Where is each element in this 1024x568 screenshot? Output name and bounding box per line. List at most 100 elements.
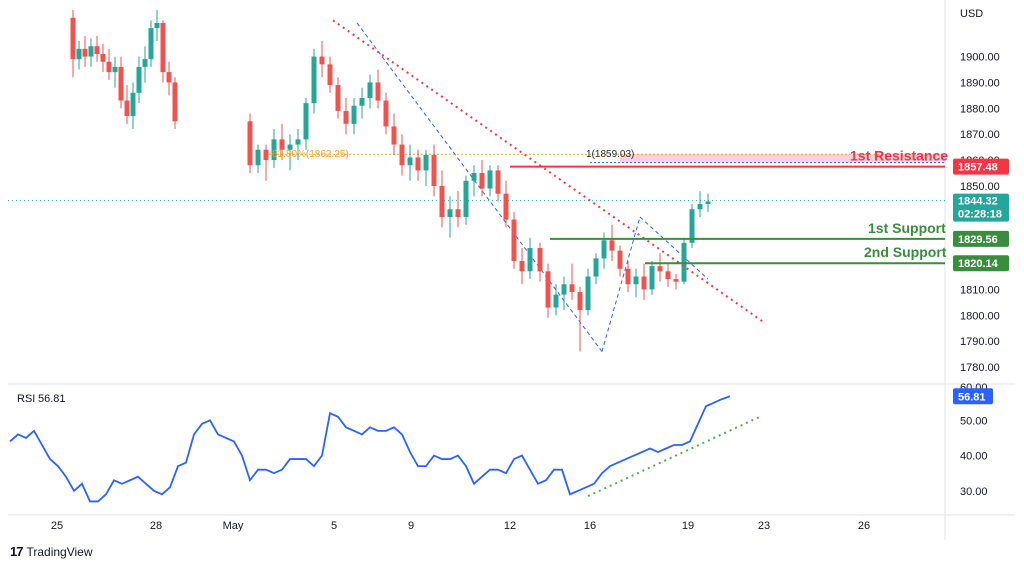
time-tick-label: 25 [51, 520, 63, 532]
fib-label-left: 61.80%(1862.25) [272, 149, 349, 160]
candle-body [118, 66, 124, 101]
candle-body [569, 284, 575, 293]
candle-body [689, 209, 695, 243]
rsi-badge [953, 388, 993, 405]
candle-body [439, 185, 445, 217]
price-tick-label: 1880.00 [960, 103, 1000, 115]
rsi-pane[interactable]: RSI 56.81 [9, 393, 761, 503]
time-tick-label: 9 [408, 520, 414, 532]
candle-body [76, 48, 82, 60]
candle-body [70, 17, 76, 60]
candle-body [271, 139, 277, 161]
candle-body [343, 110, 349, 124]
rsi-tick-label: 40.00 [960, 451, 988, 463]
drawings-back [8, 22, 945, 352]
candle-body [471, 173, 477, 181]
candle-body [697, 204, 703, 210]
candle-body [601, 240, 607, 259]
grid-layer [8, 0, 1015, 540]
candle-body [136, 66, 142, 93]
candle-body [142, 59, 148, 67]
candle-body [154, 22, 160, 29]
last-price-badge [953, 193, 1009, 222]
candle-body [319, 56, 325, 65]
candle-body [657, 266, 663, 272]
candle-body [561, 284, 567, 295]
candle-body [447, 209, 453, 217]
candle-body [577, 292, 583, 311]
candle-body [279, 139, 285, 150]
price-axis[interactable]: USD1900.001890.001880.001870.001860.0018… [953, 8, 1009, 498]
time-tick-label: 12 [504, 520, 516, 532]
rsi-trendline [587, 415, 761, 498]
candle-body [335, 85, 341, 111]
price-tick-label: 1900.00 [960, 52, 1000, 64]
level-badge-text: 1829.56 [958, 234, 998, 246]
candle-body [503, 193, 509, 220]
level-label: 2nd Support [864, 244, 947, 260]
candle-body [172, 82, 178, 122]
candle-body [585, 276, 591, 311]
candle-body [495, 170, 501, 194]
candle-body [463, 180, 469, 217]
candle-body [295, 139, 301, 145]
price-tick-label: 1790.00 [960, 336, 1000, 348]
time-tick-label: 16 [584, 520, 596, 532]
level-badge [953, 158, 1009, 175]
candle-body [609, 240, 615, 251]
candle-body [311, 56, 317, 104]
candle-body [455, 209, 461, 217]
channel-line-up [601, 216, 641, 352]
fib-label-right: 1(1859.03) [586, 149, 634, 160]
level-label: 1st Support [868, 220, 946, 236]
descending-trendline [332, 19, 766, 324]
time-tick-label: May [223, 520, 244, 532]
level-badge-text: 1820.14 [958, 258, 999, 270]
candle-body [407, 157, 413, 166]
candle-body [527, 248, 533, 272]
candle-body [383, 100, 389, 127]
candle-body [94, 46, 100, 54]
candle-body [160, 22, 166, 73]
candle-body [545, 271, 551, 308]
candle-body [479, 173, 485, 189]
candle-body [100, 53, 106, 62]
candle-body [367, 82, 373, 98]
candle-body [519, 260, 525, 272]
time-axis[interactable]: 25 28 May 5 9 12 16 19 23 26 [51, 520, 870, 532]
candle-body [375, 82, 381, 101]
currency-label: USD [960, 8, 983, 20]
candle-body [88, 46, 94, 57]
candle-body [303, 103, 309, 140]
candle-body [625, 268, 631, 285]
rsi-tick-label: 50.00 [960, 415, 988, 427]
rsi-badge-text: 56.81 [958, 391, 986, 403]
chart-canvas[interactable]: 61.80%(1862.25) 1(1859.03) 1st Resistance 1… [0, 0, 1024, 540]
candle-body [255, 149, 261, 166]
candle-body [641, 276, 647, 290]
channel-line-retrace [639, 216, 709, 280]
candle-body [130, 92, 136, 117]
candle-body [359, 97, 365, 106]
candle-body [673, 279, 679, 282]
candle-body [665, 271, 671, 280]
candle-body [112, 66, 118, 73]
rsi-label: RSI [17, 393, 35, 405]
price-tick-label: 1870.00 [960, 129, 1000, 141]
candle-body [106, 61, 112, 73]
candle-body [399, 144, 405, 166]
candle-body [649, 266, 655, 290]
price-tick-label: 1810.00 [960, 284, 1000, 296]
time-tick-label: 19 [682, 520, 694, 532]
candle-body [263, 149, 269, 161]
price-tick-label: 1850.00 [960, 181, 1000, 193]
candle-body [705, 201, 711, 205]
time-tick-label: 26 [858, 520, 870, 532]
candle-body [166, 72, 172, 83]
brand[interactable]: 17 TradingView [10, 544, 93, 559]
rsi-line [9, 395, 731, 503]
rsi-tick-label: 30.00 [960, 486, 988, 498]
resistance-zone [620, 154, 945, 163]
drawings-front[interactable]: 61.80%(1862.25) 1(1859.03) 1st Resistance 1… [272, 19, 948, 324]
